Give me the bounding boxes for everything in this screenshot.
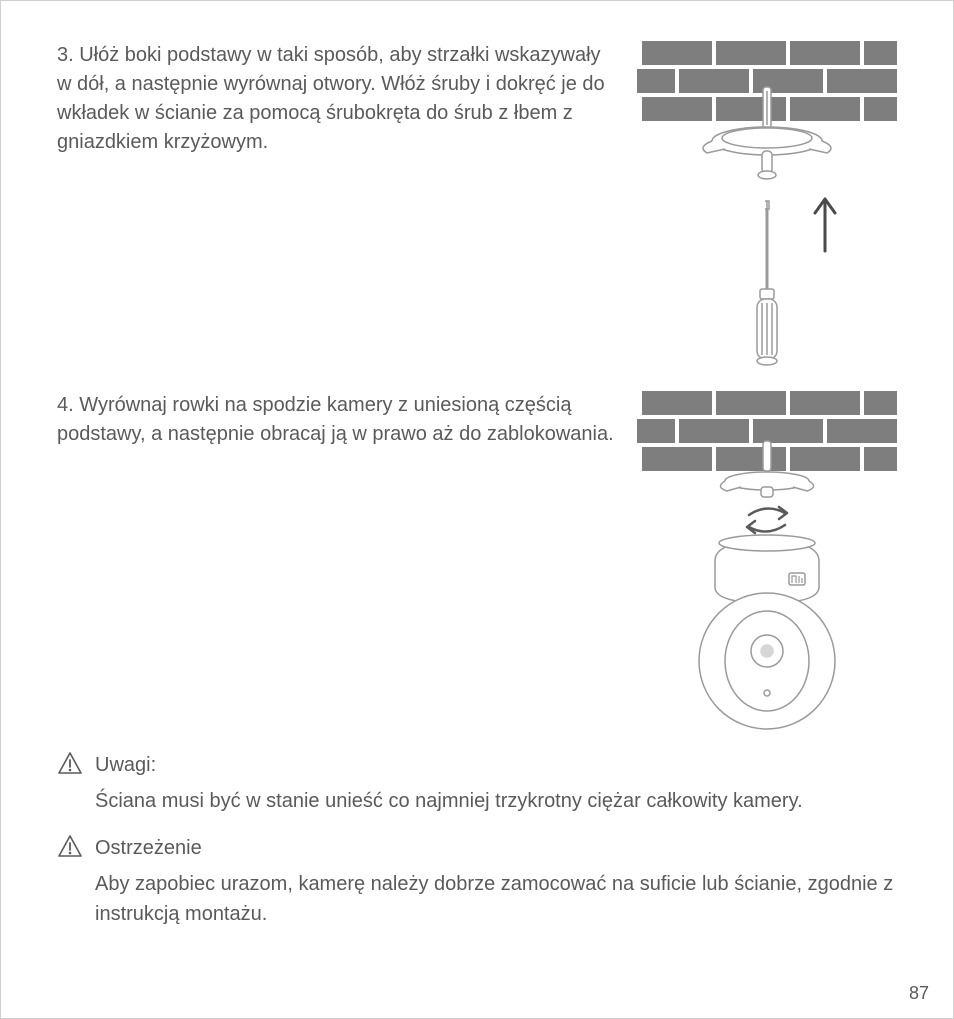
illustration-camera-mount-icon bbox=[637, 391, 897, 731]
step-3-illustration bbox=[637, 41, 897, 371]
notes-section: Uwagi: Ściana musi być w stanie unieść c… bbox=[57, 751, 897, 929]
illustration-screwdriver-wall-icon bbox=[637, 41, 897, 371]
step-3: 3. Ułóż boki podstawy w taki sposób, aby… bbox=[57, 41, 897, 371]
step-4: 4. Wyrównaj rowki na spodzie kamery z un… bbox=[57, 391, 897, 731]
note-1-title: Uwagi: bbox=[95, 751, 156, 779]
note-2-body: Aby zapobiec urazom, kamerę należy dobrz… bbox=[95, 869, 897, 929]
warning-icon bbox=[57, 834, 87, 863]
manual-page: 3. Ułóż boki podstawy w taki sposób, aby… bbox=[0, 0, 954, 1019]
step-3-text: 3. Ułóż boki podstawy w taki sposób, aby… bbox=[57, 41, 637, 157]
step-4-text: 4. Wyrównaj rowki na spodzie kamery z un… bbox=[57, 391, 637, 449]
warning-icon bbox=[57, 751, 87, 780]
note-1-body: Ściana musi być w stanie unieść co najmn… bbox=[95, 786, 897, 816]
note-2-title: Ostrzeżenie bbox=[95, 834, 202, 862]
page-number: 87 bbox=[909, 983, 929, 1004]
step-4-illustration bbox=[637, 391, 897, 731]
note-1: Uwagi: bbox=[57, 751, 897, 780]
note-2: Ostrzeżenie bbox=[57, 834, 897, 863]
